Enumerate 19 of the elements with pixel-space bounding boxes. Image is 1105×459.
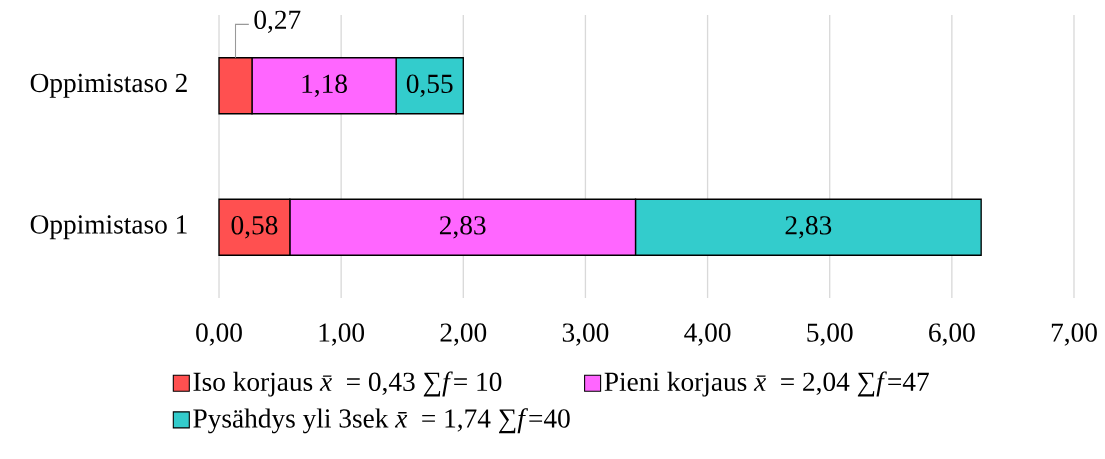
data-label: 0,58 (231, 216, 278, 239)
x-tick-label: 0,00 (196, 323, 242, 346)
legend-label: Pieni korjaus x̄ = 2,04 ∑f=47 (604, 371, 929, 397)
x-tick-label: 1,00 (319, 323, 365, 346)
data-label: 2,83 (785, 216, 832, 239)
data-label: 1,18 (302, 74, 347, 97)
data-label: 0,27 (254, 10, 301, 33)
x-tick-label: 2,00 (440, 323, 487, 346)
legend-label: Iso korjaus x̄ = 0,43 ∑f= 10 (193, 371, 502, 397)
x-tick-label: 3,00 (562, 323, 609, 346)
x-tick-label: 5,00 (807, 323, 853, 346)
data-label: 0,55 (406, 74, 453, 97)
legend-label: Pysähdys yli 3sek x̄ = 1,74 ∑f=40 (193, 408, 570, 434)
y-tick-label: Oppimistaso 2 (30, 73, 187, 98)
x-tick-label: 6,00 (929, 323, 975, 346)
y-tick-label: Oppimistaso 1 (30, 215, 187, 240)
x-tick-label: 7,00 (1051, 323, 1097, 346)
data-label: 2,83 (439, 216, 486, 239)
x-tick-label: 4,00 (684, 323, 731, 346)
